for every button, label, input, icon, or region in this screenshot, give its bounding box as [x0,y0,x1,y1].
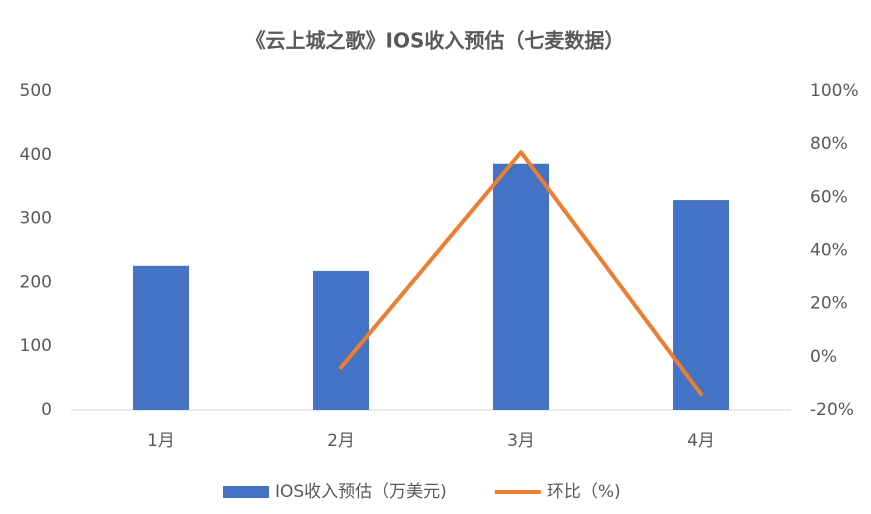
y-tick-label: 200 [20,272,52,292]
legend-swatch [223,486,269,498]
y2-tick-label: 20% [810,294,848,314]
x-tick-label: 3月 [507,431,535,451]
y-tick-label: 500 [20,81,52,101]
y2-tick-label: 100% [810,81,859,101]
legend-label: 环比（%) [547,482,621,502]
chart-title: 《云上城之歌》IOS收入预估（七麦数据） [246,29,625,53]
x-tick-label: 2月 [327,431,355,451]
y2-tick-label: 60% [810,187,848,207]
legend-label: IOS收入预估（万美元) [275,482,447,502]
bar [313,270,369,410]
y2-tick-label: -20% [810,400,854,420]
x-tick-label: 4月 [687,431,715,451]
y-tick-label: 400 [20,145,52,165]
x-tick-label: 1月 [147,431,175,451]
bar [673,200,729,410]
line-series [339,150,703,397]
y-tick-label: 100 [20,336,52,356]
y2-tick-label: 0% [810,347,837,367]
y-tick-label: 300 [20,209,52,229]
bar [133,265,189,410]
y2-tick-label: 80% [810,134,848,154]
y2-tick-label: 40% [810,241,848,261]
bar [493,163,549,410]
y-tick-label: 0 [41,400,52,420]
